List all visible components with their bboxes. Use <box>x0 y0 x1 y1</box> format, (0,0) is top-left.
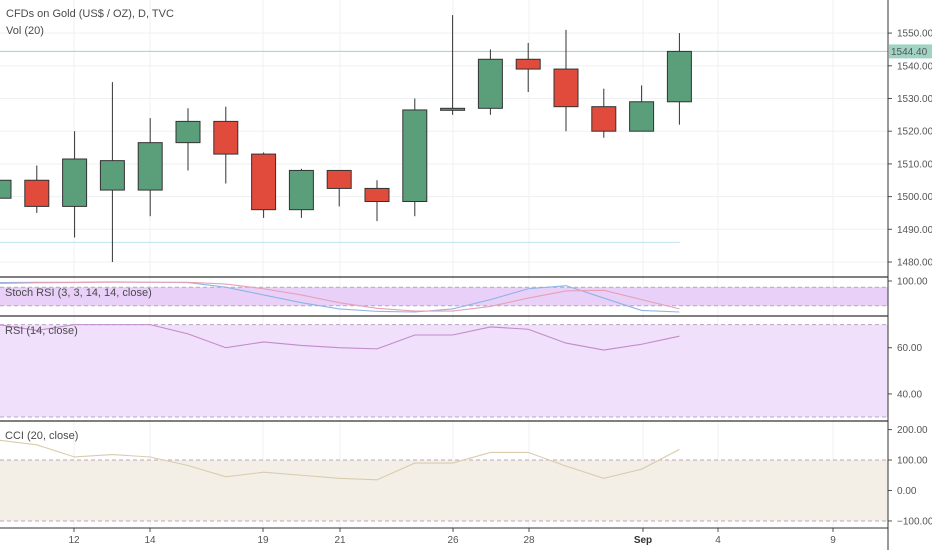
y-tick-label: 0.00 <box>897 486 917 497</box>
candle-body[interactable] <box>326 169 352 189</box>
candle[interactable] <box>477 49 503 115</box>
y-tick-label: 1530.00 <box>897 94 932 105</box>
stoch-rsi-label: Stoch RSI (3, 3, 14, 14, close) <box>5 287 152 299</box>
candle-body[interactable] <box>515 58 541 70</box>
y-tick-label: 100.00 <box>897 456 928 467</box>
candle-body[interactable] <box>175 120 201 144</box>
x-axis: 12 14 19 21 26 28 Sep 4 9 <box>68 528 836 546</box>
candle-body[interactable] <box>666 50 692 103</box>
candle-body[interactable] <box>251 153 277 211</box>
x-tick-label: 28 <box>523 535 535 546</box>
cci-label: CCI (20, close) <box>5 430 78 442</box>
candle-body[interactable] <box>99 160 125 191</box>
indicator-line <box>0 324 680 351</box>
candlesticks[interactable] <box>0 15 692 262</box>
indicator-band <box>0 460 888 521</box>
candle[interactable] <box>629 85 655 132</box>
y-tick-label: 1520.00 <box>897 127 932 138</box>
candle-body[interactable] <box>288 169 314 211</box>
rsi-label: RSI (14, close) <box>5 325 78 337</box>
x-tick-label: 19 <box>257 535 269 546</box>
last-price-tag <box>889 44 932 59</box>
candle-body[interactable] <box>591 106 617 132</box>
indicator-band <box>0 287 888 306</box>
candle[interactable] <box>515 42 541 92</box>
y-tick-label: −100.00 <box>897 516 932 527</box>
y-tick-label: 1540.00 <box>897 61 932 72</box>
y-tick-label: 1550.00 <box>897 29 932 40</box>
candle[interactable] <box>553 29 579 132</box>
y-tick-label: 200.00 <box>897 425 928 436</box>
x-tick-label: 14 <box>144 535 156 546</box>
candle[interactable] <box>364 180 390 222</box>
candle-body[interactable] <box>62 158 88 207</box>
candle-body[interactable] <box>440 107 466 111</box>
y-tick-label: 100.00 <box>897 277 928 288</box>
candle-body[interactable] <box>0 179 12 199</box>
x-tick-label: Sep <box>634 535 652 546</box>
candle[interactable] <box>591 88 617 138</box>
candle[interactable] <box>0 170 12 209</box>
indicator-panes <box>0 281 888 522</box>
candle[interactable] <box>137 118 163 217</box>
candle[interactable] <box>99 82 125 262</box>
y-tick-label: 1480.00 <box>897 258 932 269</box>
x-tick-label: 21 <box>334 535 346 546</box>
y-tick-label: 40.00 <box>897 389 922 400</box>
candle-body[interactable] <box>24 179 50 207</box>
candle[interactable] <box>288 168 314 218</box>
candle[interactable] <box>666 33 692 125</box>
candle[interactable] <box>440 15 466 115</box>
x-tick-label: 26 <box>447 535 459 546</box>
last-price-value: 1544.40 <box>891 47 928 58</box>
candle[interactable] <box>24 165 50 213</box>
candle[interactable] <box>62 131 88 238</box>
y-tick-label: 60.00 <box>897 343 922 354</box>
y-axis: 1480.00 1490.00 1500.00 1510.00 1520.00 1530.… <box>888 29 932 527</box>
candle-body[interactable] <box>213 120 239 155</box>
candle[interactable] <box>402 98 428 217</box>
candle-body[interactable] <box>364 187 390 203</box>
chart-title: CFDs on Gold (US$ / OZ), D, TVC <box>6 8 174 20</box>
candle-body[interactable] <box>553 68 579 108</box>
candle[interactable] <box>175 108 201 171</box>
gridlines <box>0 0 888 528</box>
indicator-line <box>0 439 680 481</box>
candle[interactable] <box>251 152 277 218</box>
candle-body[interactable] <box>137 142 163 191</box>
candle[interactable] <box>213 106 239 184</box>
indicator-line <box>0 281 680 312</box>
candle-body[interactable] <box>477 58 503 109</box>
candle-body[interactable] <box>629 101 655 132</box>
candle-body[interactable] <box>402 109 428 203</box>
horizontal-lines <box>0 50 888 243</box>
x-tick-label: 12 <box>68 535 80 546</box>
y-tick-label: 1510.00 <box>897 159 932 170</box>
x-tick-label: 9 <box>830 535 836 546</box>
volume-label: Vol (20) <box>6 25 44 37</box>
y-tick-label: 1490.00 <box>897 225 932 236</box>
x-tick-label: 4 <box>715 535 721 546</box>
y-tick-label: 1500.00 <box>897 192 932 203</box>
indicator-band <box>0 324 888 417</box>
candle[interactable] <box>326 169 352 207</box>
